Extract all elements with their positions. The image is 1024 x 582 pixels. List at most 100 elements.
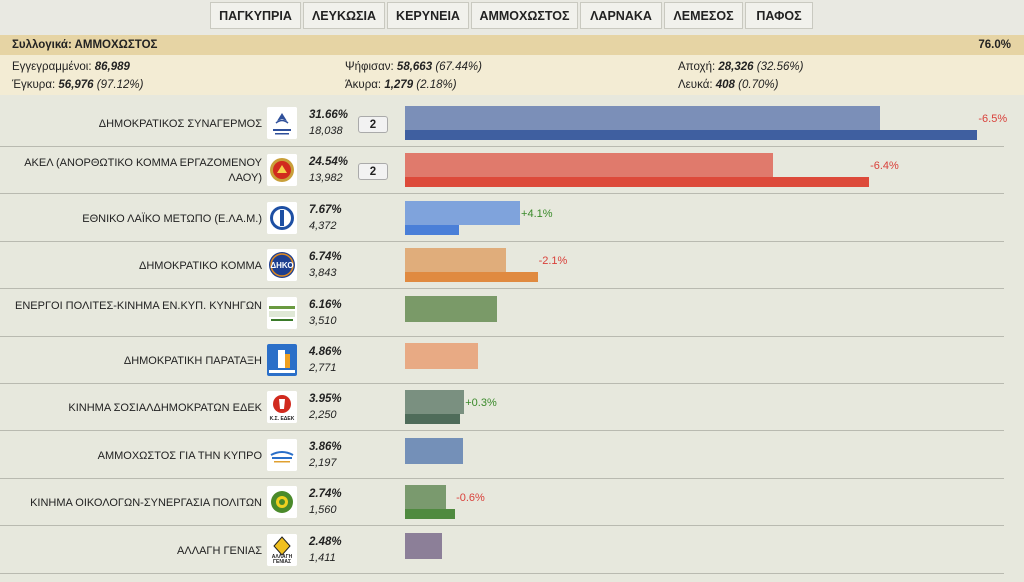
party-percentage: 4.86% [309,346,342,358]
party-percentage: 3.95% [309,393,342,406]
row-divider [0,430,1004,432]
party-percentage: 6.16% [309,298,342,311]
tab-lefkosia[interactable]: ΛΕΥΚΩΣΙΑ [303,2,385,29]
party-votes: 13,982 [309,172,343,185]
party-percentage: 31.66% [309,109,349,121]
stat-voted: Ψήφισαν: 58,663 (67.44%) [345,61,482,73]
current-result-bar [405,343,478,369]
change-label: -2.1% [538,255,568,268]
current-result-bar [405,295,498,322]
change-label: -6.4% [870,160,899,173]
row-divider [0,525,1004,527]
party-row: ΔΗΜΟΚΡΑΤΙΚΟ ΚΟΜΜΑ ΔΗΚΟ 6.74% 3,843 -2.1% [0,242,1024,290]
party-votes: 2,771 [309,362,337,374]
party-votes: 2,250 [309,409,337,422]
current-result-bar [405,532,443,559]
party-name: ΔΗΜΟΚΡΑΤΙΚΟΣ ΣΥΝΑΓΕΡΜΟΣ [98,118,262,130]
change-label: -0.6% [456,492,485,505]
tab-pagkypria[interactable]: ΠΑΓΚΥΠΡΙΑ [210,2,301,29]
edek-logo: Κ.Σ. ΕΔΕΚ [267,391,297,424]
seats-badge: 2 [358,163,388,181]
party-row: ΕΘΝΙΚΟ ΛΑΪΚΟ ΜΕΤΩΠΟ (Ε.ΛΑ.Μ.) 7.67% 4,372 +… [0,195,1024,242]
row-divider [0,193,1004,195]
party-percentage: 3.86% [309,440,342,453]
row-divider [0,288,1004,290]
party-name: ΑΚΕΛ (ΑΝΟΡΘΩΤΙΚΟ ΚΟΜΜΑ ΕΡΓΑΖΟΜΕΝΟΥ ΛΑΟΥ) [24,157,262,185]
party-row: ΑΜΜΟΧΩΣΤΟΣ ΓΙΑ ΤΗΝ ΚΥΠΡΟ 3.86% 2,197 [0,432,1024,479]
party-name: ΔΗΜΟΚΡΑΤΙΚΟ ΚΟΜΜΑ [139,260,262,273]
party-votes: 2,197 [309,456,337,469]
oikologoi-logo [267,486,297,519]
previous-result-bar [405,130,978,140]
previous-result-bar [405,224,459,235]
current-result-bar [405,437,463,464]
tab-lemesos[interactable]: ΛΕΜΕΣΟΣ [664,2,743,29]
allagi-genias-logo: ΑΛΛΑΓΗ ΓΕΝΙΑΣ [267,533,297,566]
turnout-stats: Εγγεγραμμένοι: 86,989 Ψήφισαν: 58,663 (6… [0,55,1024,95]
logo-lettering: Κ.Σ. ΕΔΕΚ [269,416,295,423]
tab-pafos[interactable]: ΠΑΦΟΣ [745,2,813,29]
party-row: ΕΝΕΡΓΟΙ ΠΟΛΙΤΕΣ-ΚΙΝΗΜΑ ΕΝ.ΚΥΠ. ΚΥΝΗΓΩΝ 6.… [0,290,1024,337]
party-percentage: 7.67% [309,203,342,216]
party-votes: 4,372 [309,219,337,232]
counting-progress: 76.0% [978,39,1011,51]
row-divider [0,146,1004,147]
party-name: ΑΛΛΑΓΗ ΓΕΝΙΑΣ [177,544,262,557]
party-row: ΚΙΝΗΜΑ ΟΙΚΟΛΟΓΩΝ-ΣΥΝΕΡΓΑΣΙΑ ΠΟΛΙΤΩΝ 2.74%… [0,479,1024,527]
current-result-bar [405,200,521,225]
previous-result-bar [405,272,538,283]
current-result-bar [405,248,507,273]
district-header: Συλλογικά: ΑΜΜΟΧΩΣΤΟΣ 76.0% [0,35,1024,55]
party-votes: 3,510 [309,314,337,327]
energoi-logo [267,296,297,329]
disy-logo [267,107,297,139]
stat-registered: Εγγεγραμμένοι: 86,989 [12,61,130,73]
party-votes: 3,843 [309,267,337,280]
party-percentage: 2.74% [309,488,342,501]
party-percentage: 2.48% [309,535,342,548]
row-divider [0,240,1004,242]
logo-lettering: ΑΛΛΑΓΗ ΓΕΝΙΑΣ [271,553,293,565]
party-votes: 18,038 [309,125,343,137]
party-percentage: 6.74% [309,251,342,264]
tab-ammochostos[interactable]: ΑΜΜΟΧΩΣΤΟΣ [471,2,578,29]
change-label: +0.3% [465,397,497,410]
tab-keryneia[interactable]: ΚΕΡΥΝΕΙΑ [387,2,469,29]
current-result-bar [405,390,465,415]
party-votes: 1,560 [309,504,337,517]
party-name: ΚΙΝΗΜΑ ΣΟΣΙΑΛΔΗΜΟΚΡΑΤΩΝ ΕΔΕΚ [68,402,262,415]
party-name: ΕΘΝΙΚΟ ΛΑΪΚΟ ΜΕΤΩΠΟ (Ε.ΛΑ.Μ.) [82,212,262,225]
row-divider [0,383,1004,384]
party-row: ΔΗΜΟΚΡΑΤΙΚΟΣ ΣΥΝΑΓΕΡΜΟΣ 31.66% 18,038 2 -6.5… [0,100,1024,147]
elam-logo [267,201,297,234]
party-row: ΑΚΕΛ (ΑΝΟΡΘΩΤΙΚΟ ΚΟΜΜΑ ΕΡΓΑΖΟΜΕΝΟΥ ΛΑΟΥ)… [0,147,1024,195]
party-row: ΚΙΝΗΜΑ ΣΟΣΙΑΛΔΗΜΟΚΡΑΤΩΝ ΕΔΕΚ Κ.Σ. ΕΔΕΚ 3.9… [0,384,1024,432]
stat-invalid: Άκυρα: 1,279 (2.18%) [345,79,457,91]
stat-abstention: Αποχή: 28,326 (32.56%) [678,61,804,73]
row-divider [0,572,1004,574]
district-title: Συλλογικά: ΑΜΜΟΧΩΣΤΟΣ [12,39,158,51]
previous-result-bar [405,509,456,520]
stat-blank: Λευκά: 408 (0.70%) [678,79,779,91]
party-name: ΕΝΕΡΓΟΙ ΠΟΛΙΤΕΣ-ΚΙΝΗΜΑ ΕΝ.ΚΥΠ. ΚΥΝΗΓΩΝ [15,299,262,312]
previous-result-bar [405,177,870,188]
row-divider [0,477,1004,479]
party-votes: 1,411 [309,551,336,564]
party-row: ΑΛΛΑΓΗ ΓΕΝΙΑΣ ΑΛΛΑΓΗ ΓΕΝΙΑΣ 2.48% 1,411 [0,527,1024,574]
party-name: ΑΜΜΟΧΩΣΤΟΣ ΓΙΑ ΤΗΝ ΚΥΠΡΟ [97,449,262,462]
ammochostos-logo [267,438,297,471]
party-row: ΔΗΜΟΚΡΑΤΙΚΗ ΠΑΡΑΤΑΞΗ 4.86% 2,771 [0,337,1024,384]
current-result-bar [405,153,774,178]
party-percentage: 24.54% [309,156,349,169]
dipa-logo [267,344,297,376]
seats-badge: 2 [358,116,388,133]
district-tabs: ΠΑΓΚΥΠΡΙΑ ΛΕΥΚΩΣΙΑ ΚΕΡΥΝΕΙΑ ΑΜΜΟΧΩΣΤΟΣ Λ… [0,0,1024,35]
akel-logo [267,154,297,187]
previous-result-bar [405,414,460,425]
diko-logo: ΔΗΚΟ [267,249,297,282]
tab-larnaka[interactable]: ΛΑΡΝΑΚΑ [580,2,662,29]
svg-text:ΔΗΚΟ: ΔΗΚΟ [270,261,293,270]
party-name: ΔΗΜΟΚΡΑΤΙΚΗ ΠΑΡΑΤΑΞΗ [123,355,262,367]
row-divider [0,335,1004,337]
stat-valid: Έγκυρα: 56,976 (97.12%) [12,79,144,91]
